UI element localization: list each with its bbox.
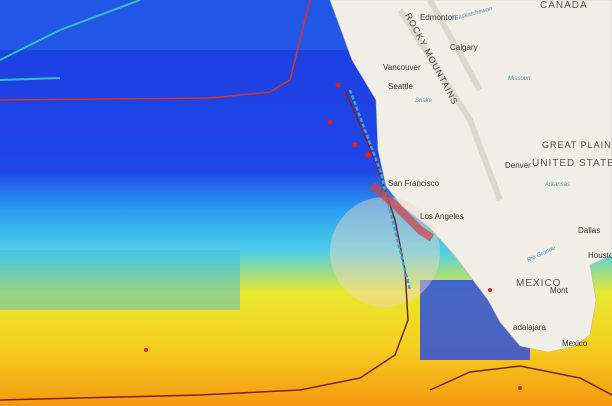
- track: [0, 89, 409, 401]
- city-label: Seattle: [388, 82, 413, 91]
- region-label: GREAT PLAINS: [542, 140, 612, 150]
- city-label: Houston: [588, 251, 612, 260]
- point: [488, 288, 492, 292]
- city-label: adalajara: [513, 323, 546, 332]
- track: [0, 77, 61, 81]
- point: [518, 386, 522, 390]
- track: [429, 365, 612, 396]
- point: [352, 142, 358, 148]
- city-label: San Francisco: [388, 179, 440, 188]
- city-label: Mont: [550, 286, 569, 295]
- mountains: [397, 0, 503, 202]
- point: [335, 82, 341, 88]
- river-label: Arkansas: [544, 182, 570, 188]
- country-label: CANADA: [540, 0, 588, 11]
- points: [144, 82, 522, 390]
- land: [329, 0, 612, 353]
- city-label: Denver: [505, 161, 531, 170]
- city-label: Dallas: [578, 226, 600, 235]
- city-label: Calgary: [450, 43, 478, 52]
- track: [348, 89, 412, 291]
- ocean-band: [0, 0, 360, 50]
- point: [327, 119, 333, 125]
- river-label: Missouri: [508, 76, 531, 82]
- city-label: Edmonton: [420, 13, 456, 22]
- city-label: Mexico: [562, 339, 588, 348]
- track: [0, 0, 311, 101]
- city-label: Los Angeles: [420, 212, 464, 221]
- city-label: Vancouver: [383, 63, 421, 72]
- track: [0, 0, 141, 61]
- point: [365, 152, 371, 158]
- ocean-band: [0, 250, 240, 310]
- country-label: MEXICO: [516, 278, 561, 289]
- point: [144, 348, 148, 352]
- highlight: [369, 181, 435, 242]
- river-label: Snake: [415, 98, 433, 104]
- country-label: UNITED STATES: [532, 158, 612, 169]
